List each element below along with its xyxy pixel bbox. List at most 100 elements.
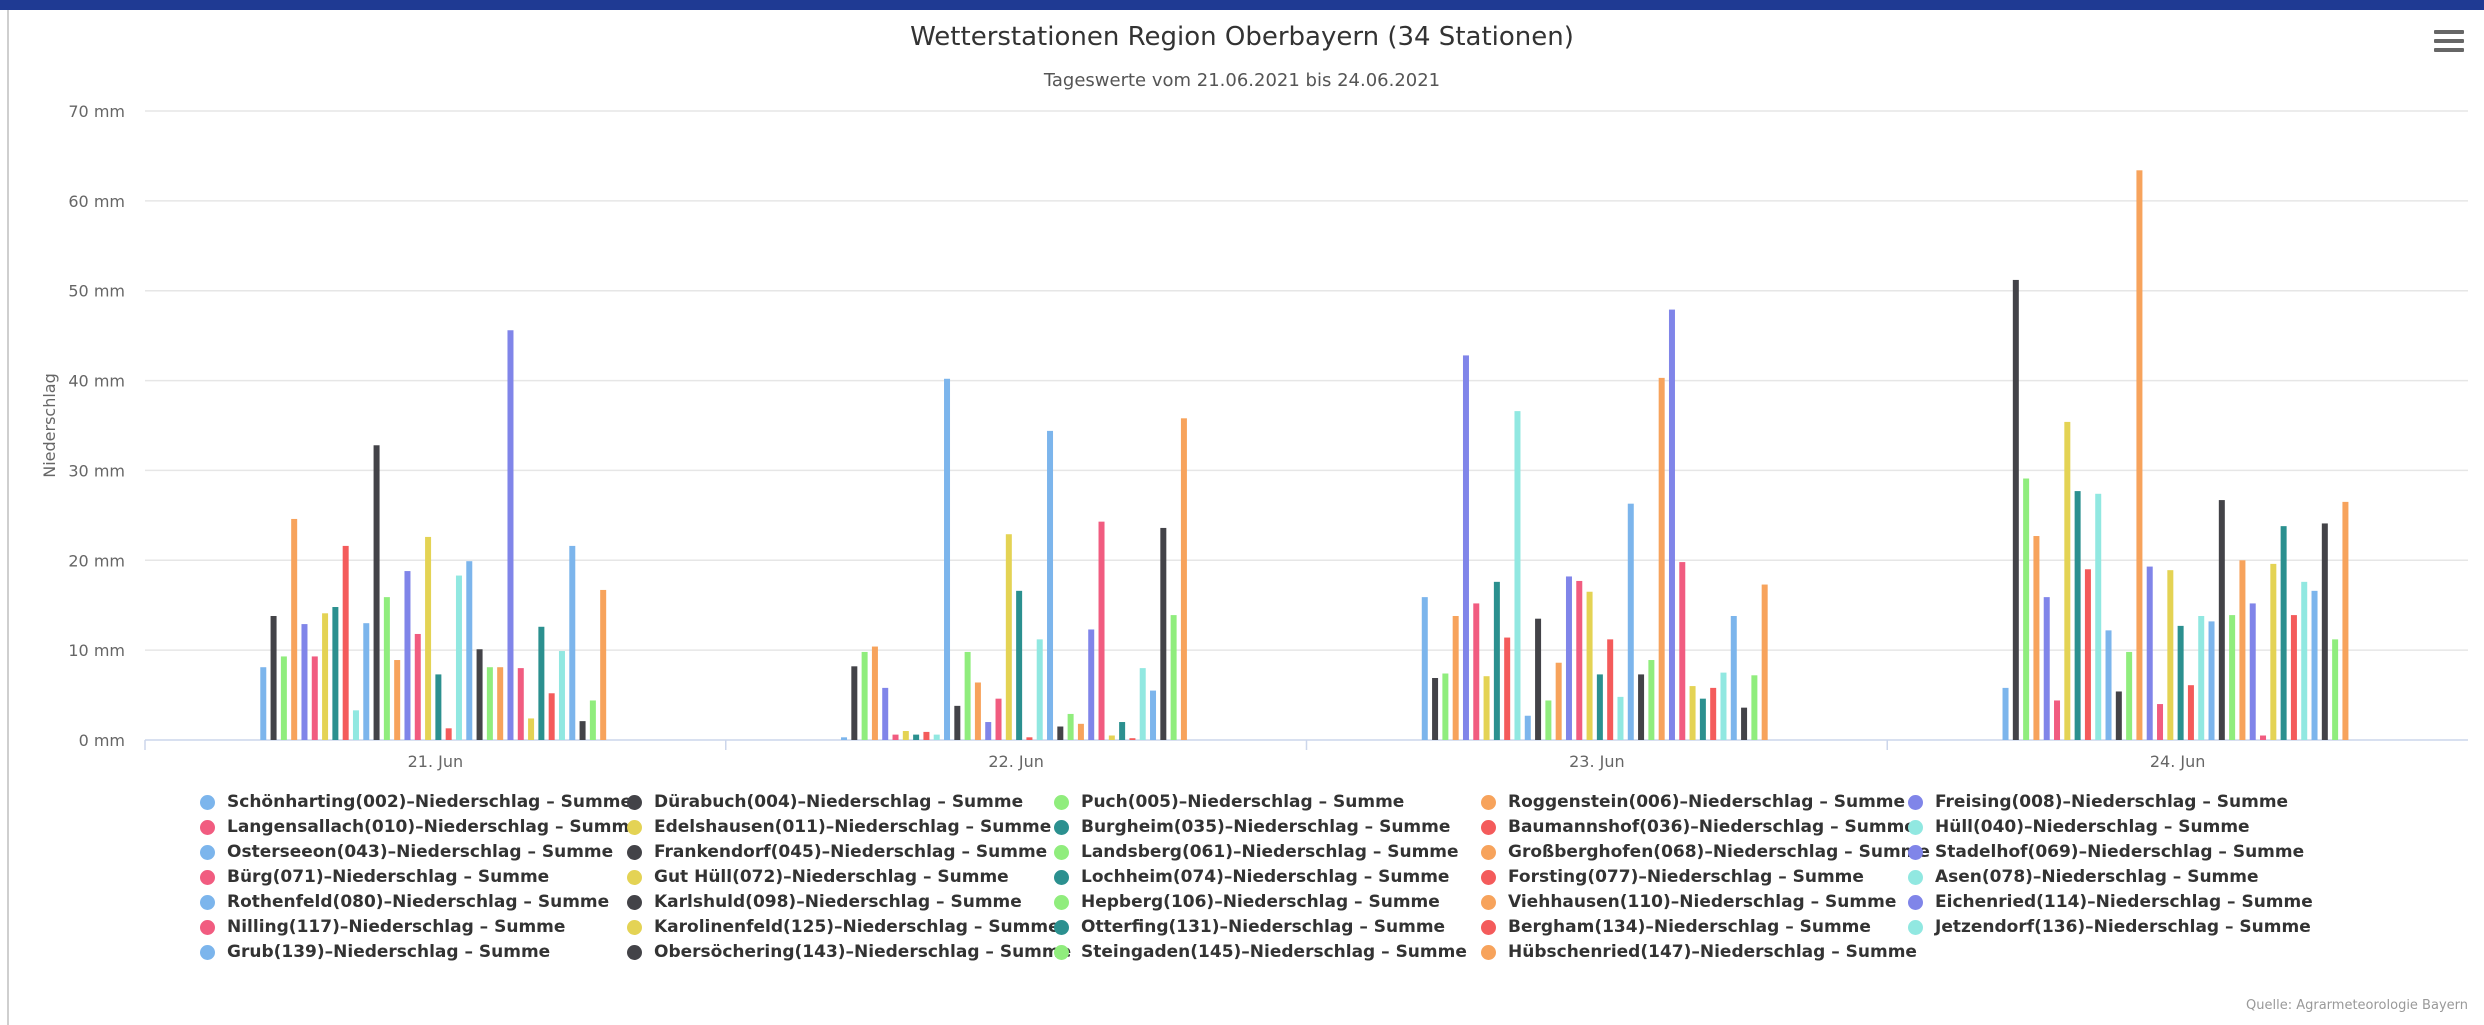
bar[interactable]: Puch(005)–Niederschlag – Summe: 9.3 mm xyxy=(280,656,287,740)
bar[interactable]: Puch(005)–Niederschlag – Summe: 29.1 mm xyxy=(2023,478,2030,740)
bar[interactable]: Dürabuch(004)–Niederschlag – Summe: 51.2… xyxy=(2012,279,2019,740)
bar[interactable]: Karlshuld(098)–Niederschlag – Summe: 26.… xyxy=(2218,500,2225,740)
bar[interactable]: Bergham(134)–Niederschlag – Summe: 5.8 m… xyxy=(1710,687,1717,740)
bar[interactable]: Bergham(134)–Niederschlag – Summe: 5.2 m… xyxy=(548,693,555,740)
legend-item[interactable]: Steingaden(145)–Niederschlag – Summe xyxy=(1054,942,1481,962)
bar[interactable]: Dürabuch(004)–Niederschlag – Summe: 8.2 … xyxy=(851,666,858,740)
bar[interactable]: Edelshausen(011)–Niederschlag – Summe: 1… xyxy=(322,613,329,740)
bar[interactable]: Rothenfeld(080)–Niederschlag – Summe: 13… xyxy=(2208,621,2215,740)
bar[interactable]: Bürg(071)–Niederschlag – Summe: 4.6 mm xyxy=(995,698,1002,740)
bar[interactable]: Eichenried(114)–Niederschlag – Summe: 15… xyxy=(2249,603,2256,740)
bar[interactable]: Karlshuld(098)–Niederschlag – Summe: 1.5… xyxy=(1057,726,1064,740)
bar[interactable]: Asen(078)–Niederschlag – Summe: 18.3 mm xyxy=(455,575,462,740)
bar[interactable]: Stadelhof(069)–Niederschlag – Summe: 18.… xyxy=(404,571,411,740)
bar[interactable]: Osterseeon(043)–Niederschlag – Summe: 2.… xyxy=(1524,715,1531,740)
bar[interactable]: Frankendorf(045)–Niederschlag – Summe: 5… xyxy=(2115,691,2122,740)
bar[interactable]: Gut Hüll(072)–Niederschlag – Summe: 16.5… xyxy=(1586,591,1593,740)
bar[interactable]: Viehhausen(110)–Niederschlag – Summe: 1.… xyxy=(1077,723,1084,740)
bar[interactable]: Hübschenried(147)–Niederschlag – Summe: … xyxy=(600,589,607,740)
bar[interactable]: Obersöchering(143)–Niederschlag – Summe:… xyxy=(1741,707,1748,740)
bar[interactable]: Edelshausen(011)–Niederschlag – Summe: 7… xyxy=(1483,676,1490,740)
bar[interactable]: Roggenstein(006)–Niederschlag – Summe: 2… xyxy=(2033,536,2040,740)
bar[interactable]: Gut Hüll(072)–Niederschlag – Summe: 18.9… xyxy=(2167,570,2174,740)
bar[interactable]: Bürg(071)–Niederschlag – Summe: 11.8 mm xyxy=(414,633,421,740)
bar[interactable]: Karolinenfeld(125)–Niederschlag – Summe:… xyxy=(1108,735,1115,740)
bar[interactable]: Asen(078)–Niederschlag – Summe: 11.2 mm xyxy=(1036,639,1043,740)
bar[interactable]: Bergham(134)–Niederschlag – Summe: 13.9 … xyxy=(2290,615,2297,740)
bar[interactable]: Nilling(117)–Niederschlag – Summe: 19.8 … xyxy=(1679,562,1686,740)
bar[interactable]: Langensallach(010)–Niederschlag – Summe:… xyxy=(892,734,899,740)
legend-item[interactable]: Edelshausen(011)–Niederschlag – Summe xyxy=(627,817,1054,837)
bar[interactable]: Steingaden(145)–Niederschlag – Summe: 13… xyxy=(1170,615,1177,740)
bar[interactable]: Steingaden(145)–Niederschlag – Summe: 4.… xyxy=(589,700,596,740)
bar[interactable]: Roggenstein(006)–Niederschlag – Summe: 1… xyxy=(871,646,878,740)
bar[interactable]: Viehhausen(110)–Niederschlag – Summe: 8.… xyxy=(497,667,504,740)
bar[interactable]: Burgheim(035)–Niederschlag – Summe: 17.6… xyxy=(1493,581,1500,740)
bar[interactable]: Landsberg(061)–Niederschlag – Summe: 4.4… xyxy=(1545,700,1552,740)
legend-item[interactable]: Jetzendorf(136)–Niederschlag – Summe xyxy=(1908,917,2335,937)
bar[interactable]: Langensallach(010)–Niederschlag – Summe:… xyxy=(2054,700,2061,740)
legend-item[interactable]: Forsting(077)–Niederschlag – Summe xyxy=(1481,867,1908,887)
bar[interactable]: Jetzendorf(136)–Niederschlag – Summe: 7.… xyxy=(1720,672,1727,740)
bar[interactable]: Gut Hüll(072)–Niederschlag – Summe: 22.6… xyxy=(425,536,432,740)
bar[interactable]: Landsberg(061)–Niederschlag – Summe: 15.… xyxy=(383,597,390,740)
bar[interactable]: Schönharting(002)–Niederschlag – Summe: … xyxy=(841,737,848,740)
bar[interactable]: Jetzendorf(136)–Niederschlag – Summe: 9.… xyxy=(558,651,565,740)
bar[interactable]: Forsting(077)–Niederschlag – Summe: 1.3 … xyxy=(445,728,452,740)
bar[interactable]: Bergham(134)–Niederschlag – Summe: 0.2 m… xyxy=(1129,738,1136,740)
bar[interactable]: Freising(008)–Niederschlag – Summe: 5.8 … xyxy=(882,687,889,740)
bar[interactable]: Otterfing(131)–Niederschlag – Summe: 4.6… xyxy=(1699,698,1706,740)
legend-item[interactable]: Lochheim(074)–Niederschlag – Summe xyxy=(1054,867,1481,887)
legend-item[interactable]: Rothenfeld(080)–Niederschlag – Summe xyxy=(200,892,627,912)
bar[interactable]: Hüll(040)–Niederschlag – Summe: 36.6 mm xyxy=(1514,411,1521,740)
bar[interactable]: Karolinenfeld(125)–Niederschlag – Summe:… xyxy=(1689,686,1696,740)
bar[interactable]: Karlshuld(098)–Niederschlag – Summe: 7.3… xyxy=(1638,674,1645,740)
bar[interactable]: Stadelhof(069)–Niederschlag – Summe: 19.… xyxy=(2146,566,2153,740)
bar[interactable]: Forsting(077)–Niederschlag – Summe: 0.3 … xyxy=(1026,737,1033,740)
bar[interactable]: Baumannshof(036)–Niederschlag – Summe: 1… xyxy=(1504,637,1511,740)
bar[interactable]: Hepberg(106)–Niederschlag – Summe: 2.9 m… xyxy=(1067,713,1074,740)
bar[interactable]: Steingaden(145)–Niederschlag – Summe: 7.… xyxy=(1751,675,1758,740)
bar[interactable]: Grub(139)–Niederschlag – Summe: 21.6 mm xyxy=(569,545,576,740)
bar[interactable]: Puch(005)–Niederschlag – Summe: 7.4 mm xyxy=(1442,673,1449,740)
bar[interactable]: Karolinenfeld(125)–Niederschlag – Summe:… xyxy=(528,718,535,740)
legend-item[interactable]: Schönharting(002)–Niederschlag – Summe xyxy=(200,792,632,812)
bar[interactable]: Obersöchering(143)–Niederschlag – Summe:… xyxy=(2321,523,2328,740)
bar[interactable]: Jetzendorf(136)–Niederschlag – Summe: 8 … xyxy=(1139,668,1146,740)
bar[interactable]: Baumannshof(036)–Niederschlag – Summe: 2… xyxy=(342,545,349,740)
bar[interactable]: Lochheim(074)–Niederschlag – Summe: 12.7… xyxy=(2177,625,2184,740)
bar[interactable]: Viehhausen(110)–Niederschlag – Summe: 20… xyxy=(2239,560,2246,740)
bar[interactable]: Frankendorf(045)–Niederschlag – Summe: 3… xyxy=(954,705,961,740)
legend-item[interactable]: Karolinenfeld(125)–Niederschlag – Summe xyxy=(627,917,1060,937)
legend-item[interactable]: Landsberg(061)–Niederschlag – Summe xyxy=(1054,842,1481,862)
bar[interactable]: Osterseeon(043)–Niederschlag – Summe: 12… xyxy=(2105,630,2112,740)
legend-item[interactable]: Grub(139)–Niederschlag – Summe xyxy=(200,942,627,962)
bar[interactable]: Edelshausen(011)–Niederschlag – Summe: 1… xyxy=(902,731,909,740)
bar[interactable]: Obersöchering(143)–Niederschlag – Summe:… xyxy=(1160,527,1167,740)
legend-item[interactable]: Langensallach(010)–Niederschlag – Summe xyxy=(200,817,641,837)
bar[interactable]: Hüll(040)–Niederschlag – Summe: 27.4 mm xyxy=(2095,493,2102,740)
legend-item[interactable]: Asen(078)–Niederschlag – Summe xyxy=(1908,867,2335,887)
bar[interactable]: Karlshuld(098)–Niederschlag – Summe: 10.… xyxy=(476,649,483,740)
bar[interactable]: Bürg(071)–Niederschlag – Summe: 17.7 mm xyxy=(1576,580,1583,740)
bar[interactable]: Viehhausen(110)–Niederschlag – Summe: 40… xyxy=(1658,377,1665,740)
bar[interactable]: Hepberg(106)–Niederschlag – Summe: 8.9 m… xyxy=(1648,660,1655,740)
legend-item[interactable]: Obersöchering(143)–Niederschlag – Summe xyxy=(627,942,1071,962)
bar[interactable]: Osterseeon(043)–Niederschlag – Summe: 13… xyxy=(363,623,370,740)
legend-item[interactable]: Otterfing(131)–Niederschlag – Summe xyxy=(1054,917,1481,937)
bar[interactable]: Schönharting(002)–Niederschlag – Summe: … xyxy=(2002,687,2009,740)
bar[interactable]: Langensallach(010)–Niederschlag – Summe:… xyxy=(1473,603,1480,740)
legend-item[interactable]: Dürabuch(004)–Niederschlag – Summe xyxy=(627,792,1054,812)
legend-item[interactable]: Baumannshof(036)–Niederschlag – Summe xyxy=(1481,817,1916,837)
bar[interactable]: Frankendorf(045)–Niederschlag – Summe: 3… xyxy=(373,445,380,740)
bar[interactable]: Rothenfeld(080)–Niederschlag – Summe: 26… xyxy=(1627,503,1634,740)
bar[interactable]: Landsberg(061)–Niederschlag – Summe: 9.8… xyxy=(964,651,971,740)
legend-item[interactable]: Bürg(071)–Niederschlag – Summe xyxy=(200,867,627,887)
bar[interactable]: Puch(005)–Niederschlag – Summe: 9.8 mm xyxy=(861,651,868,740)
credits[interactable]: Quelle: Agrarmeteorologie Bayern xyxy=(2246,998,2468,1013)
bar[interactable]: Grub(139)–Niederschlag – Summe: 16.6 mm xyxy=(2311,590,2318,740)
bar[interactable]: Bürg(071)–Niederschlag – Summe: 4 mm xyxy=(2157,704,2164,740)
bar[interactable]: Baumannshof(036)–Niederschlag – Summe: 0… xyxy=(923,731,930,740)
legend-item[interactable]: Karlshuld(098)–Niederschlag – Summe xyxy=(627,892,1054,912)
bar[interactable]: Burgheim(035)–Niederschlag – Summe: 0.6 … xyxy=(913,734,920,740)
